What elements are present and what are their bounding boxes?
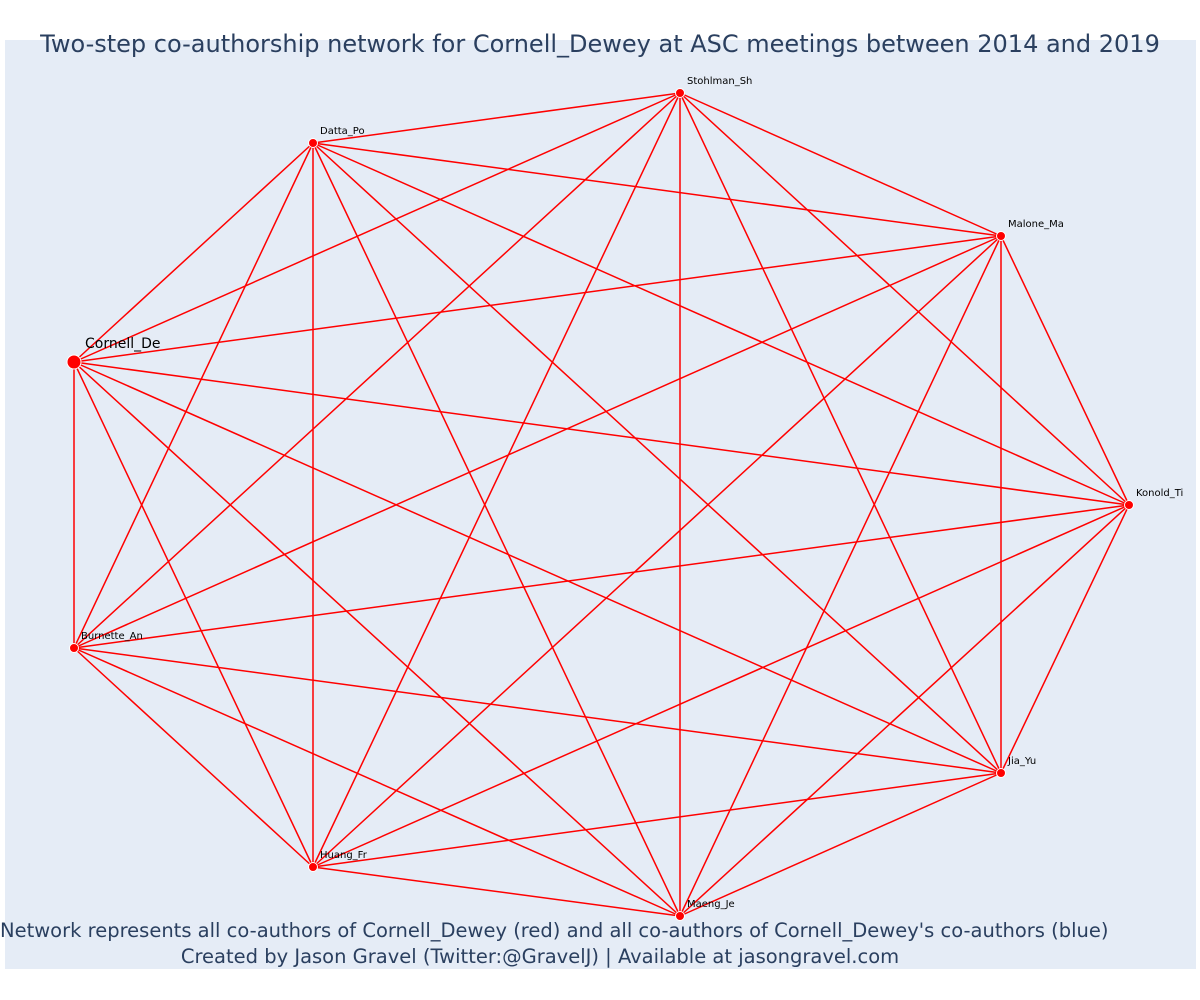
edge-konold-maeng	[679, 504, 1130, 917]
node-burnette[interactable]	[69, 643, 79, 653]
caption-line-2: Created by Jason Gravel (Twitter:@Gravel…	[180, 945, 900, 968]
edge-datta-stohlman	[312, 92, 681, 144]
node-huang[interactable]	[308, 862, 318, 872]
edge-datta-konold	[312, 142, 1130, 506]
node-label-cornell: Cornell_De	[85, 336, 161, 352]
edge-cornell-datta	[73, 142, 314, 363]
node-label-datta: Datta_Po	[320, 126, 365, 137]
edge-stohlman-malone	[679, 92, 1002, 237]
edge-cornell-konold	[73, 361, 1130, 506]
edge-stohlman-burnette	[73, 92, 681, 649]
edge-jia-burnette	[73, 647, 1002, 774]
edge-malone-huang	[312, 235, 1002, 868]
caption: Network represents all co-authors of Cor…	[0, 918, 1109, 970]
edge-datta-burnette	[73, 142, 314, 649]
caption-line-1: Network represents all co-authors of Cor…	[0, 919, 1109, 942]
node-konold[interactable]	[1124, 500, 1134, 510]
edge-cornell-maeng	[73, 361, 681, 917]
edge-datta-malone	[312, 142, 1002, 237]
edge-maeng-huang	[312, 866, 681, 917]
edge-konold-huang	[312, 504, 1130, 868]
node-label-stohlman: Stohlman_Sh	[687, 76, 752, 87]
edge-jia-maeng	[679, 772, 1002, 917]
edge-cornell-stohlman	[73, 92, 681, 363]
nodes: Cornell_De Datta_Po Stohlman_Sh Malone_Ma Ko…	[66, 76, 1183, 921]
node-label-malone: Malone_Ma	[1008, 219, 1064, 230]
edge-malone-konold	[1000, 235, 1130, 506]
node-maeng[interactable]	[675, 911, 685, 921]
node-jia[interactable]	[996, 768, 1006, 778]
node-label-jia: Jia_Yu	[1007, 756, 1036, 767]
edge-konold-burnette	[73, 504, 1130, 649]
edge-datta-maeng	[312, 142, 681, 917]
edge-cornell-huang	[73, 361, 314, 868]
edge-stohlman-huang	[312, 92, 681, 868]
edge-konold-jia	[1000, 504, 1130, 774]
edge-datta-jia	[312, 142, 1002, 774]
plot-area	[5, 40, 1196, 969]
edge-huang-burnette	[73, 647, 314, 868]
node-stohlman[interactable]	[675, 88, 685, 98]
edge-jia-huang	[312, 772, 1002, 868]
edge-maeng-burnette	[73, 647, 681, 917]
edge-malone-maeng	[679, 235, 1002, 917]
node-label-maeng: Maeng_Je	[687, 899, 735, 910]
edge-stohlman-konold	[679, 92, 1130, 506]
chart-title: Two-step co-authorship network for Corne…	[40, 30, 1160, 58]
edges	[73, 92, 1130, 917]
node-datta[interactable]	[308, 138, 318, 148]
node-cornell[interactable]	[66, 354, 82, 370]
edge-cornell-jia	[73, 361, 1002, 774]
edge-stohlman-jia	[679, 92, 1002, 774]
node-label-burnette: Burnette_An	[81, 631, 143, 642]
node-label-huang: Huang_Fr	[320, 850, 368, 861]
edge-malone-burnette	[73, 235, 1002, 649]
edge-cornell-malone	[73, 235, 1002, 363]
node-label-konold: Konold_Ti	[1136, 488, 1183, 499]
node-malone[interactable]	[996, 231, 1006, 241]
